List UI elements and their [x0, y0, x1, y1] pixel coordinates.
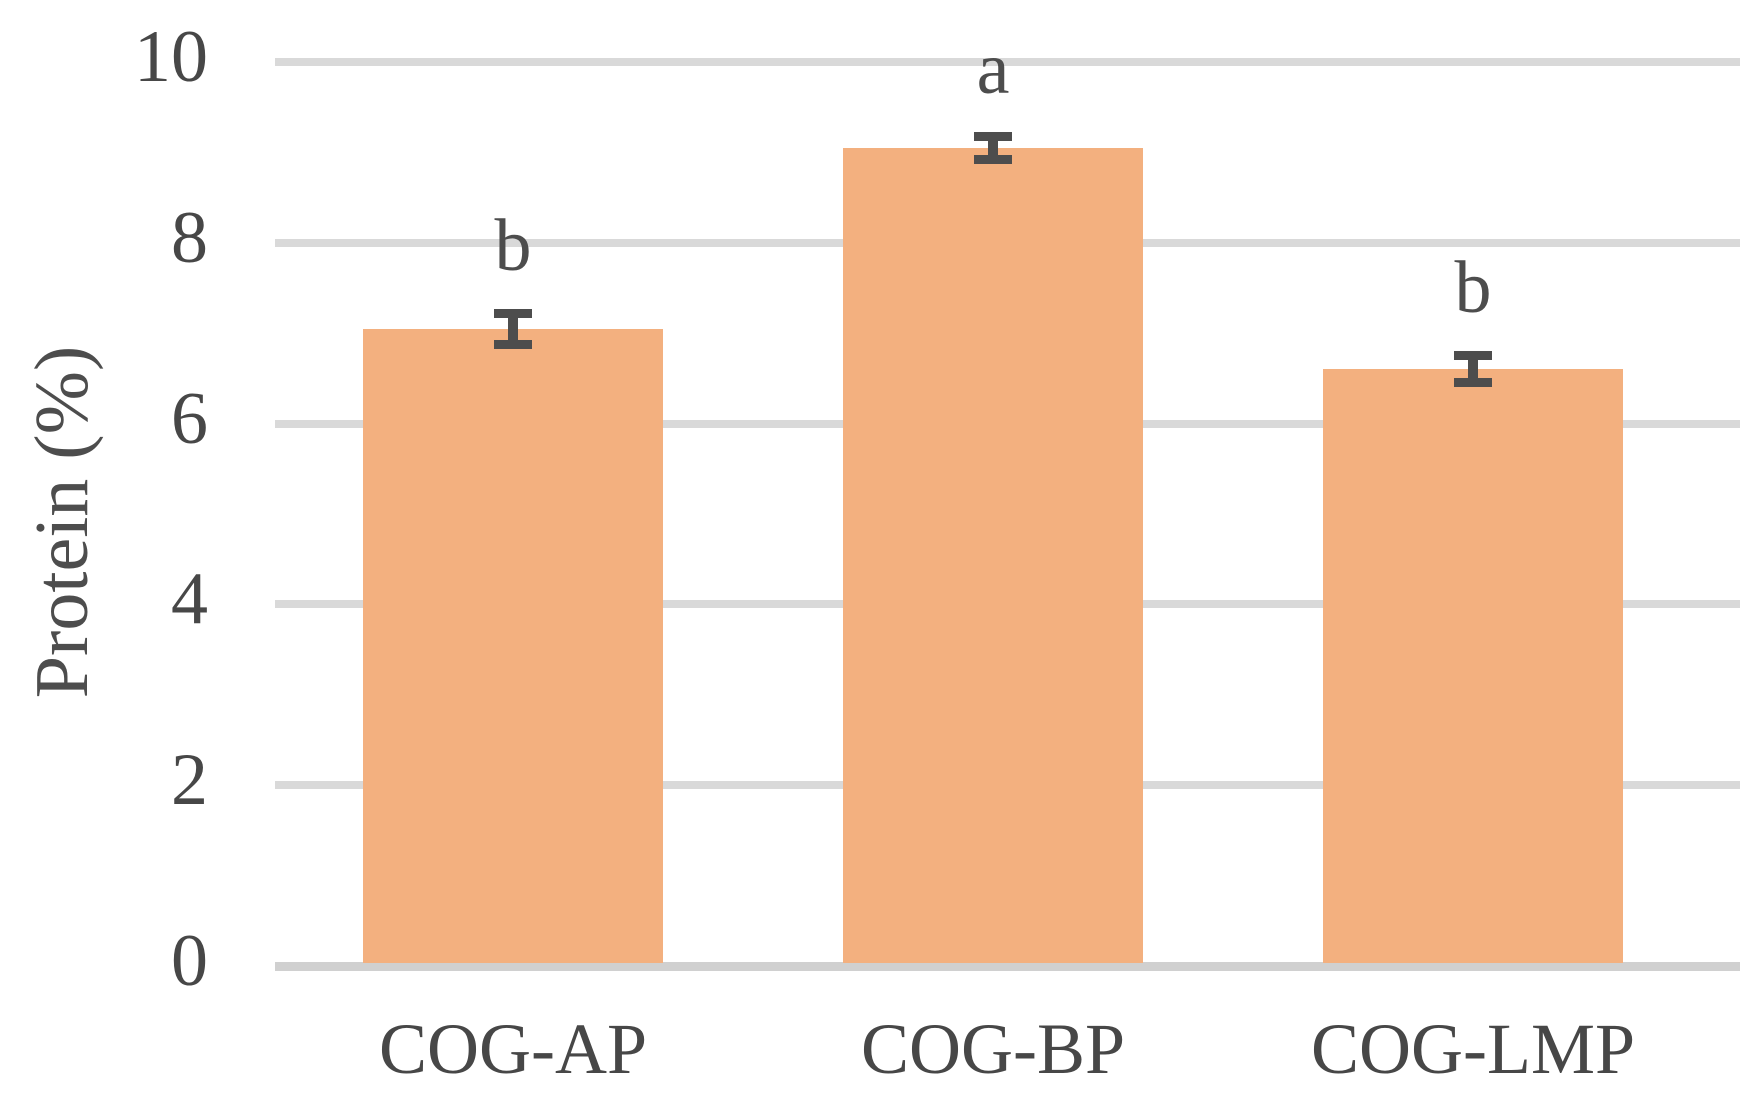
- error-bar-top-cap: [974, 131, 1012, 141]
- y-tick-label: 0: [171, 920, 208, 1002]
- error-bar-top-cap: [1454, 351, 1492, 361]
- error-bar-stem: [508, 313, 518, 345]
- y-tick-label: 6: [171, 377, 208, 460]
- category-label-COG-BP: COG-BP: [860, 1009, 1126, 1089]
- y-tick-label: 10: [134, 16, 208, 98]
- error-bar-top-cap: [494, 308, 532, 318]
- sig-letter-COG-BP: a: [976, 27, 1010, 110]
- error-bar-bottom-cap: [974, 155, 1012, 165]
- bar-COG-BP: [843, 147, 1143, 963]
- y-tick-label: 2: [171, 739, 208, 822]
- y-axis-title: Protein (%): [20, 345, 104, 699]
- sig-letter-COG-LMP: b: [1454, 247, 1492, 330]
- y-tick-label: 8: [171, 196, 208, 279]
- error-bar-bottom-cap: [494, 339, 532, 349]
- bar-COG-AP: [363, 328, 663, 963]
- error-bar-bottom-cap: [1454, 378, 1492, 388]
- sig-letter-COG-AP: b: [494, 204, 532, 287]
- x-axis-line: [275, 961, 1740, 971]
- bar-COG-LMP: [1323, 369, 1623, 963]
- y-gridline: [275, 58, 1740, 66]
- error-bar-stem: [1468, 355, 1478, 383]
- y-tick-label: 4: [171, 558, 208, 641]
- category-label-COG-LMP: COG-LMP: [1310, 1009, 1636, 1089]
- category-label-COG-AP: COG-AP: [378, 1009, 648, 1089]
- error-bar-stem: [988, 136, 998, 160]
